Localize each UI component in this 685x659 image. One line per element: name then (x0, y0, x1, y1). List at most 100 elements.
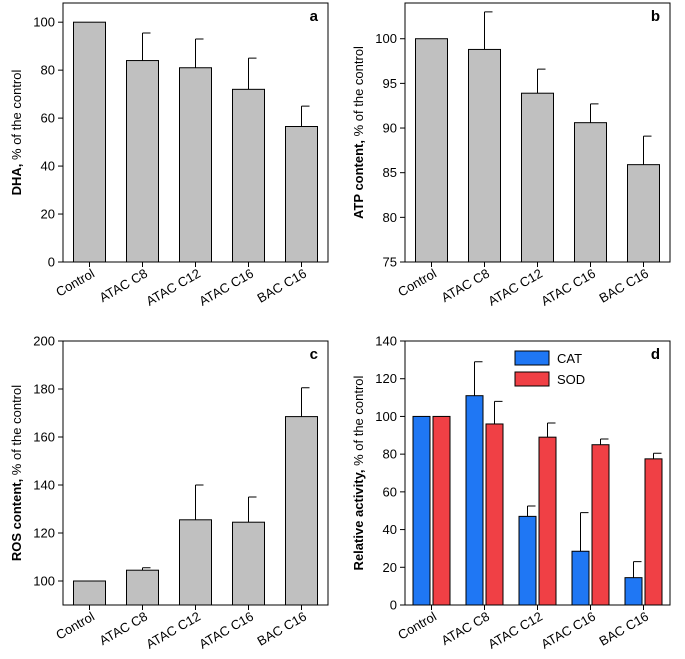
error-bar-d-1-2 (547, 422, 556, 438)
ytick-label-c-5: 200 (33, 334, 55, 349)
y-axis-label-bold-d: Relative activity, (351, 470, 366, 571)
legend-swatch-sod (514, 371, 550, 387)
bar-d-cat-1 (465, 395, 484, 606)
xtick-label-a-2: ATAC C12 (143, 266, 203, 309)
error-bar-d-0-2 (527, 505, 536, 517)
xtick-label-d-0: Control (395, 609, 439, 643)
bar-c-ros-content-4 (285, 416, 318, 606)
xtick-label-a-3: ATAC C16 (196, 266, 256, 309)
error-bar-b-0-3 (590, 103, 599, 123)
bar-d-cat-3 (571, 550, 590, 606)
error-bar-c-0-2 (195, 484, 204, 520)
bar-c-ros-content-0 (73, 580, 106, 606)
xtick-label-d-2: ATAC C12 (485, 609, 545, 652)
error-bar-b-0-1 (484, 11, 493, 50)
error-bar-d-1-3 (600, 438, 609, 445)
error-bar-d-1-4 (653, 452, 662, 459)
panel-label-d: d (651, 346, 660, 363)
ytick-label-c-3: 160 (33, 430, 55, 445)
bar-b-atp-content-2 (521, 92, 554, 263)
bar-d-sod-4 (644, 458, 663, 606)
y-axis-label-bold-c: ROS content, (9, 479, 24, 561)
bar-d-cat-2 (518, 515, 537, 606)
bar-a-dha-3 (232, 88, 265, 263)
ytick-label-a-2: 40 (41, 159, 55, 174)
ytick-label-a-4: 80 (41, 63, 55, 78)
bar-d-cat-0 (412, 415, 431, 606)
error-bar-b-0-4 (643, 135, 652, 165)
bar-c-ros-content-2 (179, 519, 212, 606)
ytick-label-c-4: 180 (33, 382, 55, 397)
ytick-label-d-7: 140 (375, 334, 397, 349)
y-axis-label-a: DHA, % of the control (9, 70, 24, 196)
ytick-label-b-2: 85 (383, 165, 397, 180)
ytick-label-d-1: 20 (383, 560, 397, 575)
bar-d-cat-4 (624, 577, 643, 606)
error-bar-d-1-1 (494, 400, 503, 424)
xtick-label-c-1: ATAC C8 (97, 609, 150, 648)
xtick-label-a-1: ATAC C8 (97, 266, 150, 305)
panel-label-c: c (310, 346, 318, 363)
ytick-label-a-3: 60 (41, 111, 55, 126)
xtick-label-a-4: BAC C16 (255, 266, 309, 306)
error-bar-a-0-4 (301, 105, 310, 127)
y-axis-label-bold-b: ATP content, (351, 140, 366, 219)
ytick-label-a-5: 100 (33, 15, 55, 30)
xtick-label-b-3: ATAC C16 (538, 266, 598, 309)
error-bar-a-0-3 (248, 57, 257, 90)
error-bar-b-0-2 (537, 68, 546, 94)
bar-b-atp-content-4 (627, 164, 660, 263)
ytick-label-d-3: 60 (383, 484, 397, 499)
xtick-label-d-4: BAC C16 (597, 609, 651, 649)
bar-d-sod-3 (591, 444, 610, 606)
y-axis-label-rest-d: % of the control (351, 375, 366, 469)
xtick-label-a-0: Control (53, 266, 97, 300)
bar-c-ros-content-3 (232, 521, 265, 606)
error-bar-a-0-2 (195, 38, 204, 68)
ytick-label-d-5: 100 (375, 409, 397, 424)
y-axis-label-c: ROS content, % of the control (9, 385, 24, 561)
ytick-label-b-0: 75 (383, 255, 397, 270)
error-bar-d-0-3 (580, 512, 589, 552)
ytick-label-d-4: 80 (383, 447, 397, 462)
panel-label-a: a (310, 8, 319, 25)
error-bar-c-0-3 (248, 496, 257, 523)
y-axis-label-rest-c: % of the control (9, 385, 24, 479)
error-bar-c-0-1 (142, 567, 151, 571)
xtick-label-d-3: ATAC C16 (538, 609, 598, 652)
panel-label-b: b (651, 8, 660, 25)
y-axis-label-rest-b: % of the control (351, 46, 366, 140)
xtick-label-c-0: Control (53, 609, 97, 643)
xtick-label-b-0: Control (395, 266, 439, 300)
xtick-label-c-4: BAC C16 (255, 609, 309, 649)
ytick-label-c-2: 140 (33, 478, 55, 493)
xtick-label-c-3: ATAC C16 (196, 609, 256, 652)
ytick-label-c-1: 120 (33, 526, 55, 541)
bar-a-dha-0 (73, 21, 106, 263)
legend-swatch-cat (514, 350, 550, 366)
xtick-label-d-1: ATAC C8 (439, 609, 492, 648)
legend-label-sod: SOD (557, 372, 585, 387)
ytick-label-c-0: 100 (33, 574, 55, 589)
xtick-label-b-2: ATAC C12 (485, 266, 545, 309)
error-bar-d-0-4 (633, 561, 642, 578)
bar-a-dha-4 (285, 126, 318, 263)
bar-b-atp-content-0 (415, 38, 448, 263)
ytick-label-d-6: 120 (375, 371, 397, 386)
error-bar-c-0-4 (301, 387, 310, 417)
bar-a-dha-1 (126, 60, 159, 263)
bar-b-atp-content-3 (574, 122, 607, 263)
error-bar-d-0-1 (474, 361, 483, 396)
legend-label-cat: CAT (557, 351, 582, 366)
xtick-label-b-4: BAC C16 (597, 266, 651, 306)
xtick-label-b-1: ATAC C8 (439, 266, 492, 305)
bar-d-sod-0 (432, 415, 451, 606)
ytick-label-d-2: 40 (383, 522, 397, 537)
legend-d: CAT SOD (514, 350, 585, 387)
ytick-label-b-1: 80 (383, 210, 397, 225)
y-axis-label-b: ATP content, % of the control (351, 46, 366, 219)
